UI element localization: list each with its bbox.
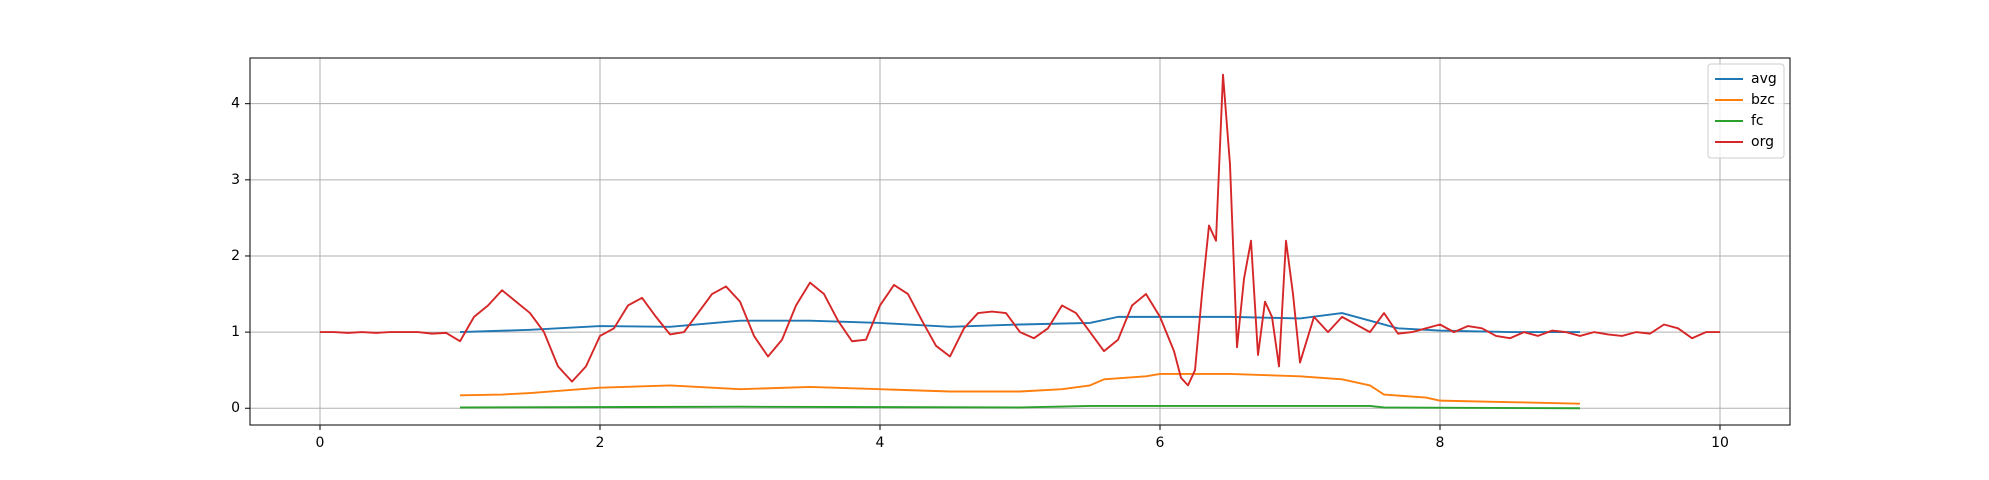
series-line (459, 373, 1581, 405)
x-tick-label: 10 (1711, 435, 1729, 451)
legend-label: bzc (1751, 92, 1775, 108)
plot-frame (249, 57, 1791, 426)
y-tick-label: 1 (231, 324, 240, 340)
y-tick-label: 3 (231, 172, 240, 188)
x-tick-label: 6 (1156, 435, 1165, 451)
legend-label: org (1751, 134, 1774, 150)
y-tick-label: 4 (231, 96, 240, 112)
legend-label: fc (1751, 113, 1764, 129)
legend-label: avg (1751, 71, 1777, 87)
x-tick-label: 0 (316, 435, 325, 451)
series-line (459, 405, 1581, 410)
series-line (459, 312, 1580, 334)
x-tick-label: 8 (1436, 435, 1445, 451)
legend: avg bzc fc org (1707, 63, 1785, 159)
x-tick-label: 4 (876, 435, 885, 451)
x-tick-label: 2 (596, 435, 605, 451)
y-tick-label: 0 (231, 400, 240, 416)
series-line (320, 73, 1720, 387)
legend-box (1707, 63, 1785, 159)
y-tick-label: 2 (231, 248, 240, 264)
